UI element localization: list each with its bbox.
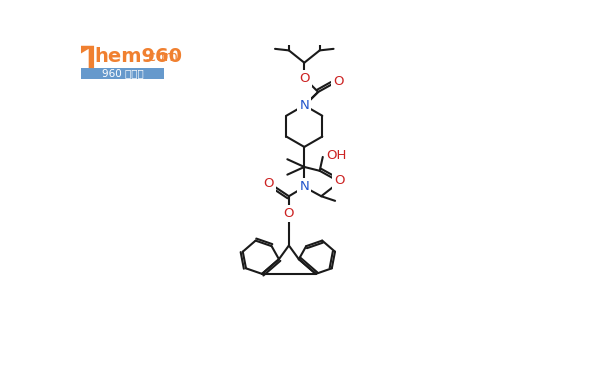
Text: O: O bbox=[299, 72, 310, 85]
Text: O: O bbox=[284, 207, 294, 220]
Text: N: N bbox=[299, 180, 309, 194]
FancyBboxPatch shape bbox=[81, 68, 164, 79]
Text: 960 化工网: 960 化工网 bbox=[102, 69, 143, 78]
Text: O: O bbox=[335, 174, 345, 186]
Polygon shape bbox=[81, 46, 94, 68]
Text: .com: .com bbox=[144, 50, 178, 64]
Text: OH: OH bbox=[327, 149, 347, 162]
Text: hem960: hem960 bbox=[95, 47, 183, 66]
Text: N: N bbox=[299, 99, 309, 112]
Text: O: O bbox=[264, 177, 274, 190]
Text: O: O bbox=[333, 75, 344, 88]
